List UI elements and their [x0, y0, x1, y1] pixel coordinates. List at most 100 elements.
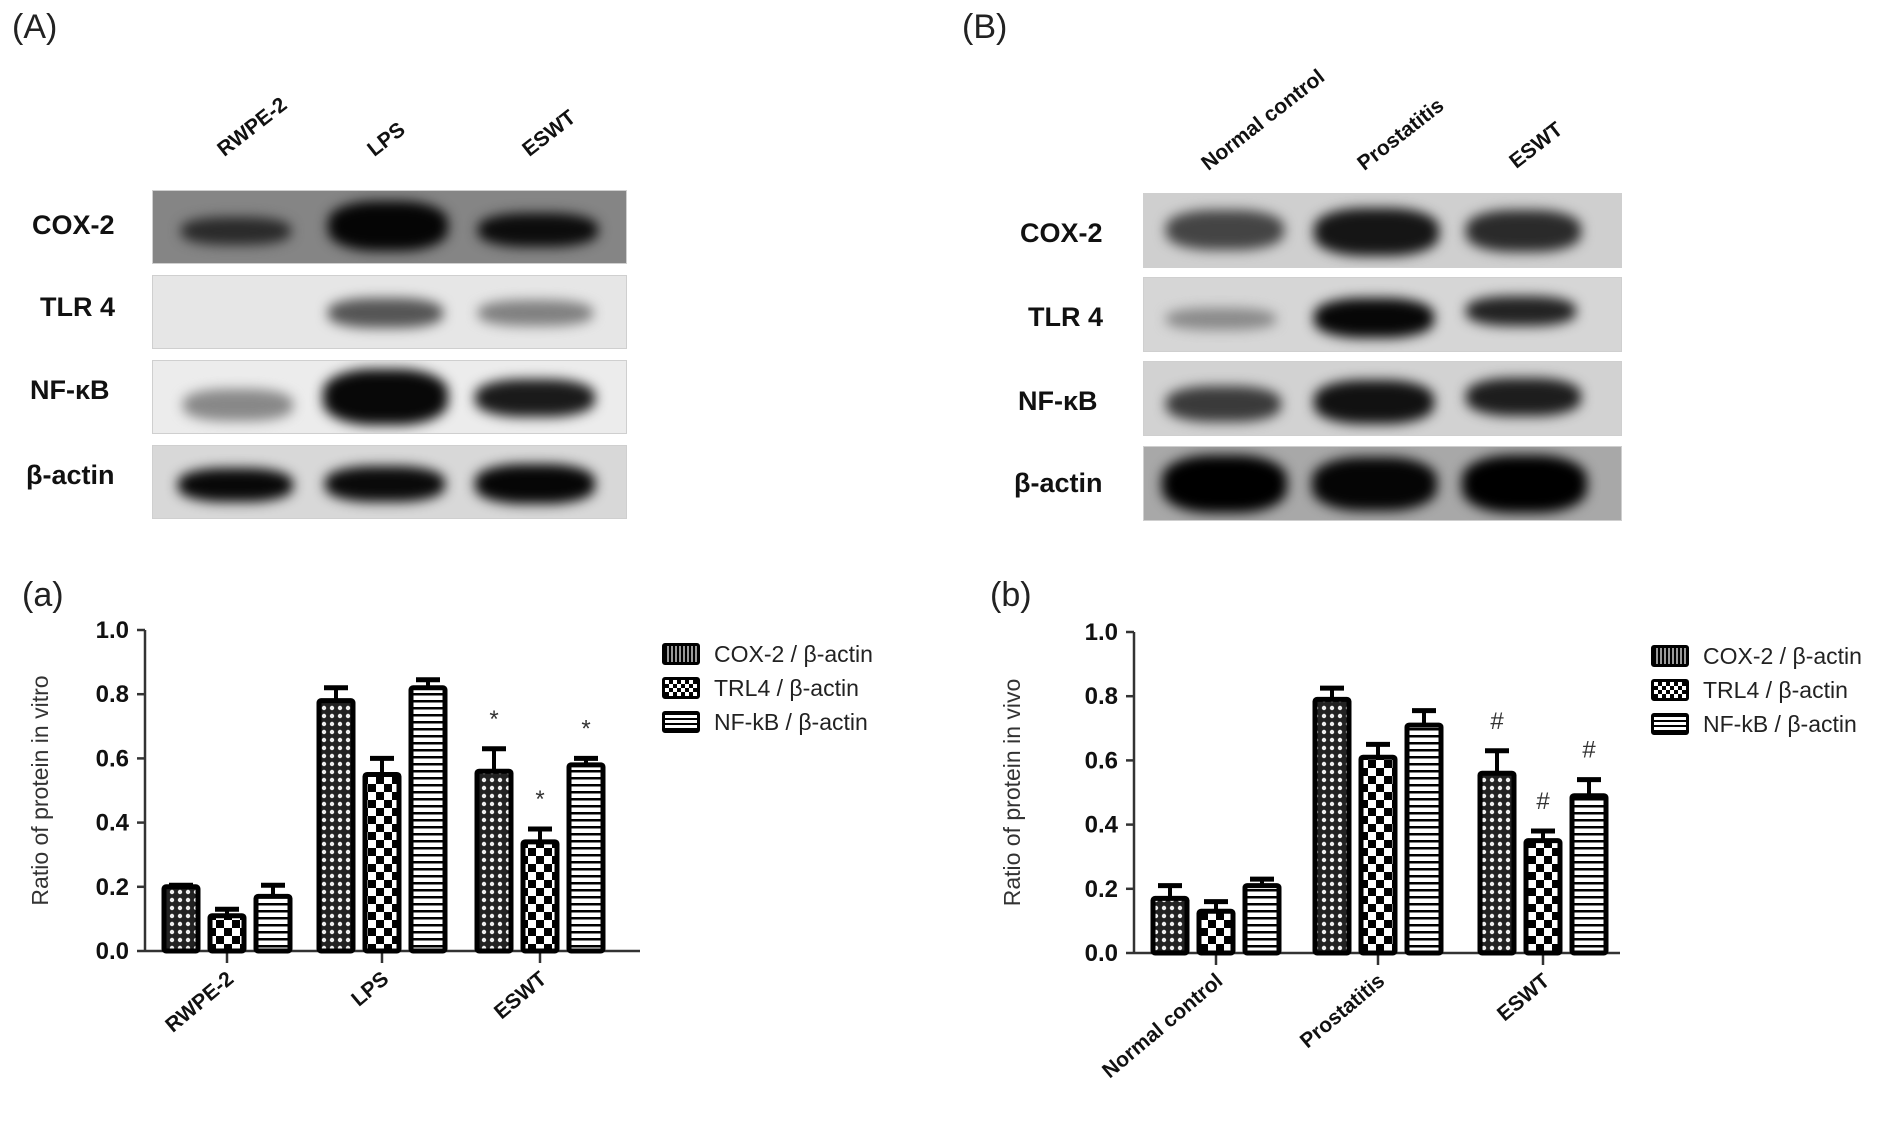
blot-a-nfkb-strip: [152, 360, 627, 434]
y-tick-label: 0.0: [1085, 940, 1118, 967]
y-tick-label: 0.4: [96, 810, 130, 837]
y-tick-label: 0.8: [96, 681, 129, 708]
blot-band: [1162, 455, 1287, 513]
blot-b-nfkb-strip: [1143, 361, 1622, 436]
blot-band: [1312, 457, 1437, 511]
bar: [474, 768, 514, 954]
y-tick-label: 0.8: [1085, 683, 1118, 710]
blot-band: [1166, 386, 1281, 422]
bar: [161, 884, 201, 954]
blot-a-bactin-strip: [152, 445, 627, 519]
legend-item: COX-2 / β-actin: [662, 637, 873, 671]
dots-pattern-swatch: [1651, 645, 1689, 667]
bar-chart-in-vitro: 0.0 0.2 0.4 0.6 0.8 1.0 Ratio of protein in vi…: [27, 617, 640, 1037]
x-tick-label: Normal control: [1098, 969, 1227, 1083]
blot-b-protein-label: COX-2: [1020, 218, 1103, 248]
blot-band: [181, 217, 291, 245]
y-axis-label: Ratio of protein in vitro: [27, 675, 53, 905]
bar: [566, 762, 606, 954]
bar: [1242, 883, 1282, 956]
y-tick-label: 0.2: [96, 874, 129, 901]
stripes-pattern-swatch: [1651, 713, 1689, 735]
blot-band: [1166, 210, 1284, 250]
bar: [1358, 754, 1398, 956]
blot-b-protein-label: β-actin: [1014, 468, 1103, 498]
blot-band: [1314, 208, 1439, 256]
significance-marker: *: [581, 715, 590, 742]
legend-label: NF-kB / β-actin: [1703, 710, 1857, 737]
checker-pattern-swatch: [662, 677, 700, 699]
x-tick-label: ESWT: [1493, 969, 1554, 1026]
bar: [408, 685, 448, 954]
legend-label: COX-2 / β-actin: [1703, 642, 1862, 669]
blot-band: [1462, 455, 1587, 513]
significance-marker: #: [1536, 788, 1550, 815]
bar: [316, 698, 356, 954]
stripes-pattern-swatch: [662, 711, 700, 733]
panel-label-A: (A): [12, 8, 58, 46]
bar: [207, 913, 247, 954]
blot-band: [1466, 296, 1576, 326]
legend-item: TRL4 / β-actin: [662, 671, 873, 705]
significance-marker: #: [1582, 737, 1596, 764]
bar: [1523, 838, 1563, 956]
legend-item: TRL4 / β-actin: [1651, 673, 1862, 707]
significance-marker: *: [489, 706, 498, 733]
legend-item: NF-kB / β-actin: [1651, 707, 1862, 741]
panel-label-b: (b): [990, 576, 1032, 614]
blot-band: [323, 369, 448, 425]
y-tick-label: 0.0: [96, 938, 129, 965]
blot-band: [325, 466, 445, 502]
panel-label-B: (B): [962, 8, 1008, 46]
y-axis-label: Ratio of protein in vivo: [999, 679, 1025, 907]
x-tick-label: Prostatitis: [1296, 969, 1389, 1053]
legend-b: COX-2 / β-actin TRL4 / β-actin NF-kB / β…: [1651, 639, 1862, 741]
panel-label-a: (a): [22, 576, 64, 614]
bar: [253, 893, 293, 954]
blot-a-protein-label: TLR 4: [40, 292, 116, 322]
blot-a-protein-label: NF-κB: [30, 375, 110, 405]
legend-item: COX-2 / β-actin: [1651, 639, 1862, 673]
blot-b-protein-label: NF-κB: [1018, 386, 1098, 416]
blot-band: [1166, 308, 1276, 330]
y-tick-label: 0.6: [1085, 747, 1118, 774]
bar: [1477, 770, 1517, 956]
legend-label: COX-2 / β-actin: [714, 640, 873, 667]
blot-b-protein-label: TLR 4: [1028, 302, 1104, 332]
dots-pattern-swatch: [662, 643, 700, 665]
bar: [1196, 908, 1236, 956]
checker-pattern-swatch: [1651, 679, 1689, 701]
blot-band: [1466, 210, 1581, 252]
legend-a: COX-2 / β-actin TRL4 / β-actin NF-kB / β…: [662, 637, 873, 739]
blot-band: [475, 464, 595, 504]
blot-a-cox2-strip: [152, 190, 627, 264]
significance-marker: *: [535, 786, 544, 813]
blot-band: [328, 201, 448, 251]
y-tick-label: 0.2: [1085, 876, 1118, 903]
blot-a-protein-label: β-actin: [26, 460, 115, 490]
blot-band: [183, 389, 293, 421]
legend-label: NF-kB / β-actin: [714, 708, 868, 735]
blot-band: [1466, 378, 1581, 416]
blot-band: [1314, 380, 1434, 424]
y-tick-label: 0.4: [1085, 812, 1119, 839]
bar: [1150, 895, 1190, 956]
y-tick-label: 1.0: [96, 617, 129, 644]
legend-label: TRL4 / β-actin: [1703, 676, 1848, 703]
blot-b-bactin-strip: [1143, 446, 1622, 521]
blot-band: [1314, 298, 1434, 338]
blot-band: [478, 300, 593, 326]
bar: [1404, 722, 1444, 956]
blot-b-tlr4-strip: [1143, 277, 1622, 352]
bar: [520, 839, 560, 954]
blot-a-tlr4-strip: [152, 275, 627, 349]
blot-band: [475, 379, 595, 417]
blot-band: [328, 298, 443, 328]
legend-item: NF-kB / β-actin: [662, 705, 873, 739]
y-tick-label: 1.0: [1085, 619, 1118, 646]
legend-label: TRL4 / β-actin: [714, 674, 859, 701]
blot-b-cox2-strip: [1143, 193, 1622, 268]
bar: [1312, 696, 1352, 956]
blot-a-protein-label: COX-2: [32, 210, 115, 240]
